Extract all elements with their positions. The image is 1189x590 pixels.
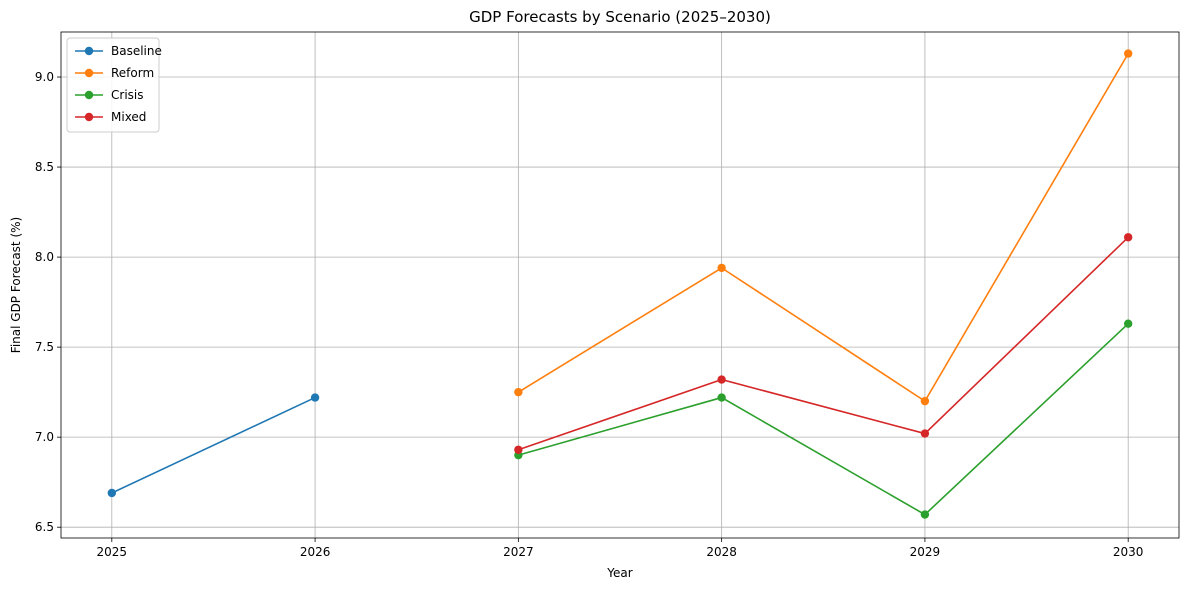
y-tick-label: 8.0 (35, 250, 54, 264)
legend-marker (84, 46, 94, 56)
series-line-reform (517, 53, 1129, 403)
x-tick-label: 2025 (97, 545, 128, 559)
data-point-crisis (1123, 319, 1133, 328)
legend-marker (84, 112, 94, 122)
y-tick-label: 7.0 (35, 430, 54, 444)
series-layer (107, 49, 1133, 519)
y-tick-label: 6.5 (35, 520, 54, 534)
legend-marker (84, 68, 94, 78)
data-point-mixed (920, 429, 930, 438)
data-point-mixed (514, 445, 523, 454)
data-point-reform (920, 396, 930, 406)
chart-title: GDP Forecasts by Scenario (2025–2030) (469, 8, 771, 26)
data-point-mixed (1123, 233, 1133, 242)
legend-label: Crisis (111, 88, 143, 102)
x-tick-label: 2026 (300, 545, 331, 559)
data-point-baseline (107, 488, 117, 498)
legend-item-mixed: Mixed (75, 110, 146, 124)
data-point-reform (717, 263, 726, 273)
series-reform (514, 49, 1133, 406)
series-line-mixed (518, 236, 1129, 451)
data-point-crisis (717, 393, 726, 402)
series-line-crisis (518, 323, 1129, 516)
legend-item-baseline: Baseline (75, 44, 162, 58)
x-tick-label: 2029 (910, 545, 941, 559)
series-mixed (514, 233, 1133, 454)
data-point-crisis (920, 510, 930, 519)
legend-label: Mixed (111, 110, 146, 124)
x-tick-label: 2030 (1113, 545, 1144, 559)
y-axis-label: Final GDP Forecast (%) (9, 217, 23, 353)
plot-frame (60, 31, 1180, 539)
data-point-mixed (717, 375, 726, 384)
legend-item-reform: Reform (75, 66, 154, 80)
y-tick-label: 8.5 (35, 160, 54, 174)
axis-ticks: 2025 2026 2027 2028 2029 2030 6.5 7.0 7.5 8.0 8.5 9… (35, 70, 1144, 559)
x-axis-label: Year (606, 566, 632, 580)
series-line-baseline (111, 396, 316, 494)
legend-marker (84, 90, 94, 100)
grid (61, 32, 1179, 538)
x-tick-label: 2027 (503, 545, 534, 559)
data-point-baseline (310, 393, 320, 402)
data-point-reform (1123, 49, 1133, 58)
x-tick-label: 2028 (706, 545, 737, 559)
data-point-reform (514, 387, 523, 397)
legend-item-crisis: Crisis (75, 88, 143, 102)
legend-label: Baseline (111, 44, 162, 58)
series-crisis (514, 319, 1133, 519)
legend: Baseline Reform Crisis Mixed (66, 37, 162, 133)
legend-label: Reform (111, 66, 154, 80)
y-tick-label: 7.5 (35, 340, 54, 354)
series-baseline (107, 393, 320, 498)
y-tick-label: 9.0 (35, 70, 54, 84)
legend-box (66, 37, 160, 133)
